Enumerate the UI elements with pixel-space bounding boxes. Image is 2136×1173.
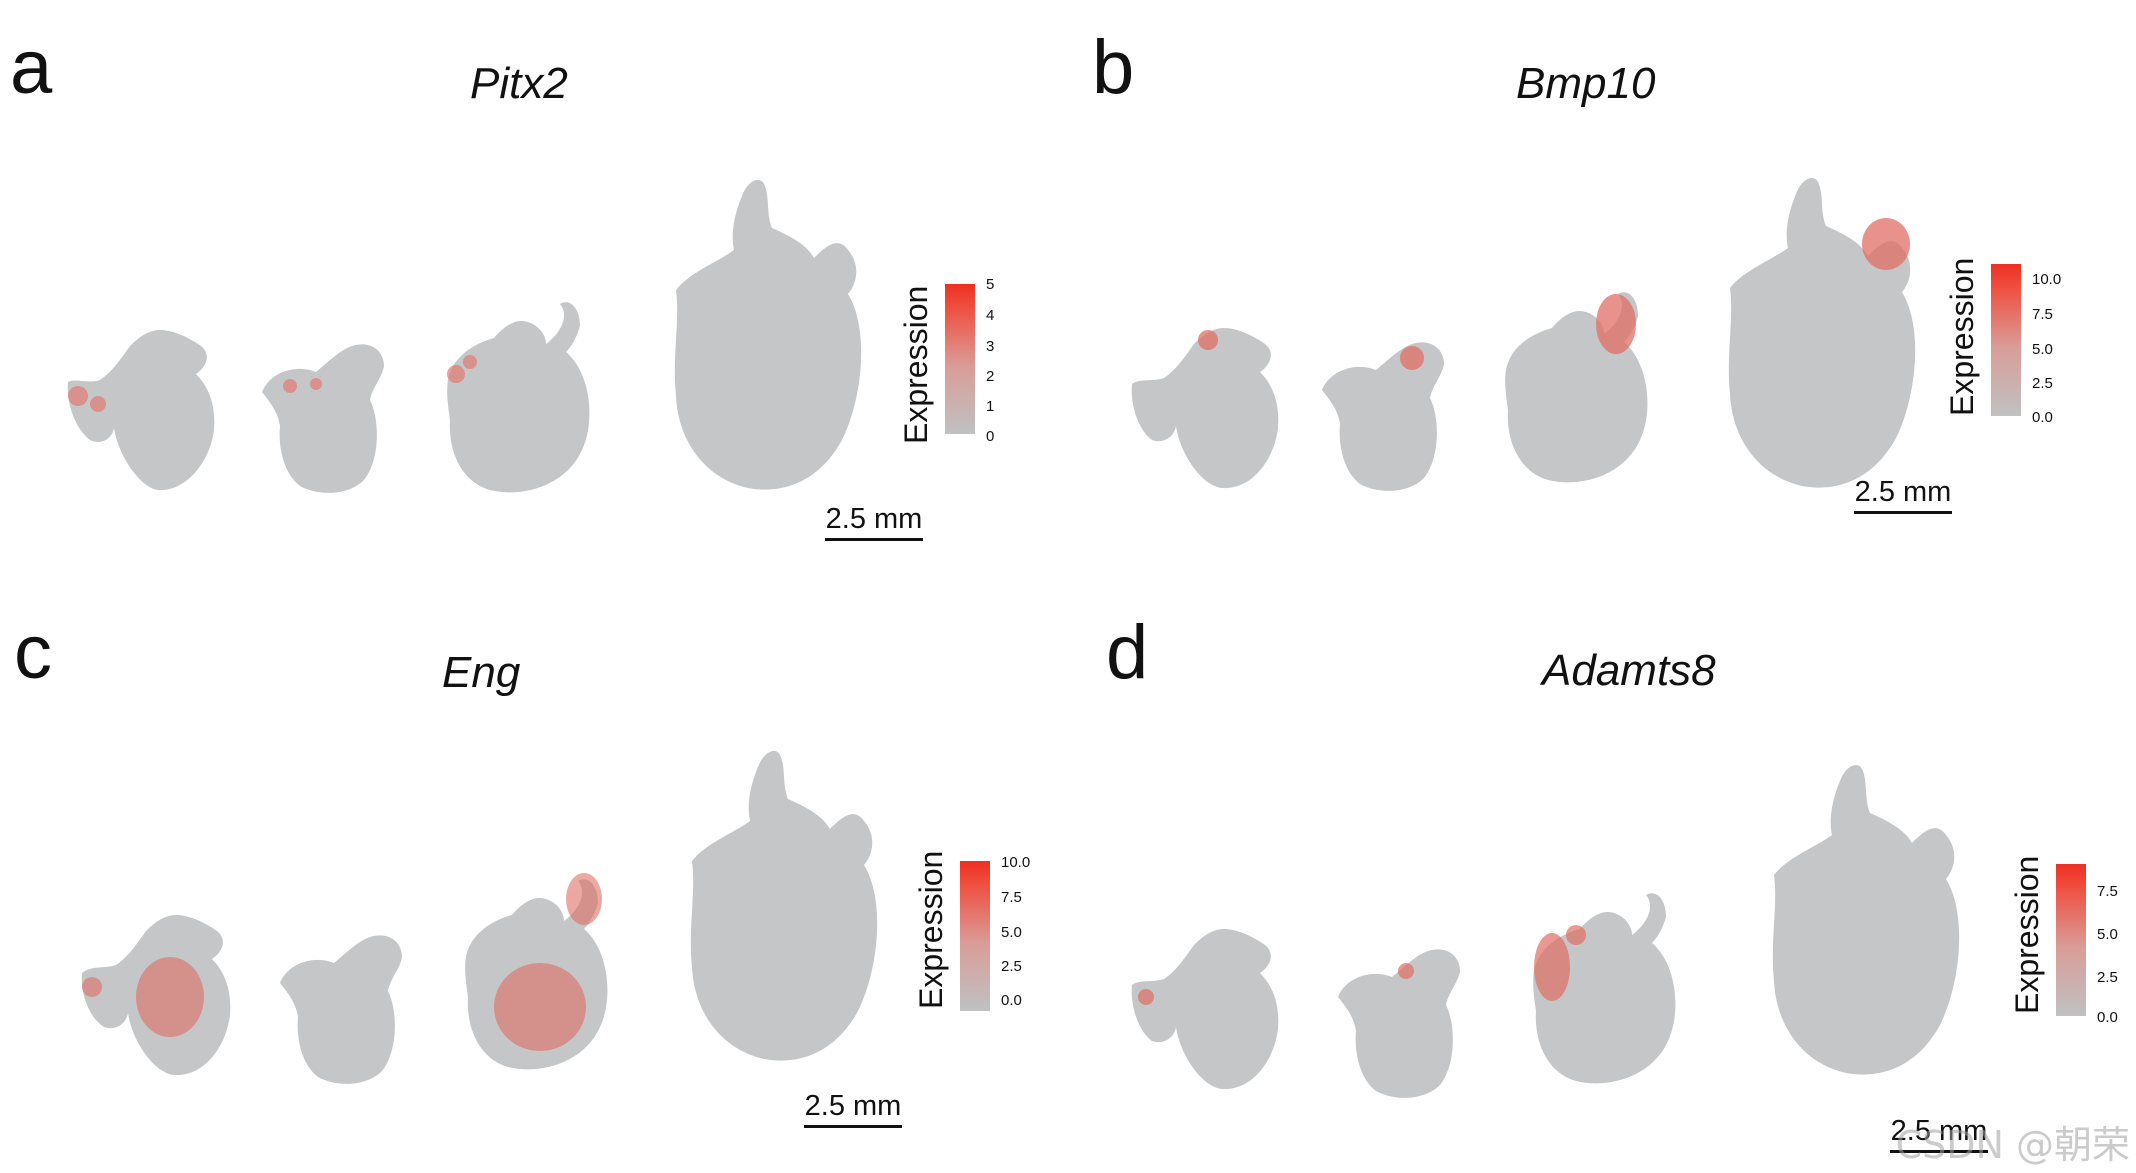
watermark: CSDN @朝荣 [1895,1123,2130,1167]
legend-tick: 7.5 [2032,306,2053,323]
legend-tick: 0.0 [2097,1009,2118,1026]
legend-tick: 0.0 [1001,992,1022,1009]
expression-hotspots [1138,925,1586,1005]
scale-bar: 2.5 mm [804,1092,902,1128]
scale-bar: 2.5 mm [1854,478,1952,514]
legend-tick: 2 [986,368,995,385]
scale-line [1854,511,1952,514]
heart-section-3 [447,302,590,493]
panel-d: d Adamts8 2.5 mm Expression 7.5 5.0 2.5 … [1076,587,2136,1173]
legend-tick: 0.0 [2032,409,2053,426]
heart-section-4 [1728,178,1916,488]
legend-tick: 0 [986,428,995,445]
legend-gradient-bar [1991,264,2021,416]
heart-sections [81,751,878,1084]
panel-letter: c [14,610,52,695]
scale-label: 2.5 mm [825,503,923,535]
legend-title: Expression [913,850,949,1009]
legend-tick: 7.5 [2097,883,2118,900]
heart-sections [1131,178,1916,491]
expression-hotspots [68,355,477,412]
panel-b: b Bmp10 2.5 mm Expression 10.0 7.5 5.0 2… [1076,0,2136,586]
legend-title: Expression [2009,855,2045,1014]
gene-title: Bmp10 [1516,59,1656,108]
panel-letter: b [1092,25,1135,110]
heart-section-2 [1322,342,1444,491]
expression-hotspots [82,873,602,1051]
color-legend: Expression 10.0 7.5 5.0 2.5 0.0 [913,851,1055,1025]
legend-tick: 5.0 [2032,341,2053,358]
gene-title: Adamts8 [1542,646,1716,695]
legend-tick: 3 [986,338,995,355]
panel-letter: a [10,25,53,110]
heart-section-1 [1131,929,1279,1090]
heart-section-4 [1772,765,1960,1075]
legend-tick: 1 [986,398,995,415]
scale-bar: 2.5 mm [1890,1117,1988,1153]
heart-section-2 [280,935,402,1084]
scale-bar: 2.5 mm [825,505,923,541]
heart-section-2 [1338,949,1460,1098]
gene-title: Eng [442,648,521,697]
legend-title: Expression [1944,257,1980,416]
legend-tick: 5.0 [1001,924,1022,941]
legend-gradient-bar [960,861,990,1011]
legend-gradient-bar [945,284,975,434]
legend-tick: 5.0 [2097,926,2118,943]
legend-gradient-bar [2056,864,2086,1016]
expression-hotspots [1198,218,1910,370]
scale-label: 2.5 mm [804,1090,902,1122]
scale-line [804,1125,902,1128]
heart-section-4 [674,180,862,490]
panel-letter: d [1106,610,1149,695]
heart-sections [67,180,862,493]
heart-section-1 [67,330,215,491]
legend-tick: 4 [986,307,995,324]
legend-tick: 10.0 [1001,854,1031,871]
scale-line [1890,1150,1988,1153]
panel-c: c Eng 2.5 mm Expression 10.0 7.5 5.0 2.5 [0,587,1060,1173]
legend-tick: 2.5 [2032,375,2053,392]
legend-tick: 10.0 [2032,271,2062,288]
color-legend: Expression 10.0 7.5 5.0 2.5 0.0 [1944,257,2096,430]
scale-label: 2.5 mm [1854,476,1952,508]
color-legend: Expression 5 4 3 2 1 0 [898,276,1020,450]
color-legend: Expression 7.5 5.0 2.5 0.0 [2009,856,2131,1030]
panel-a: a Pitx2 2.5 mm Expression 5 4 3 [0,0,1060,586]
heart-section-2 [262,344,384,493]
scale-line [825,538,923,541]
heart-sections [1131,765,1960,1098]
legend-tick: 2.5 [2097,969,2118,986]
scale-label: 2.5 mm [1890,1115,1988,1147]
legend-tick: 7.5 [1001,889,1022,906]
heart-section-1 [1131,328,1279,489]
heart-section-4 [690,751,878,1061]
gene-title: Pitx2 [470,59,568,108]
legend-tick: 5 [986,276,995,293]
legend-title: Expression [898,285,934,444]
legend-tick: 2.5 [1001,958,1022,975]
